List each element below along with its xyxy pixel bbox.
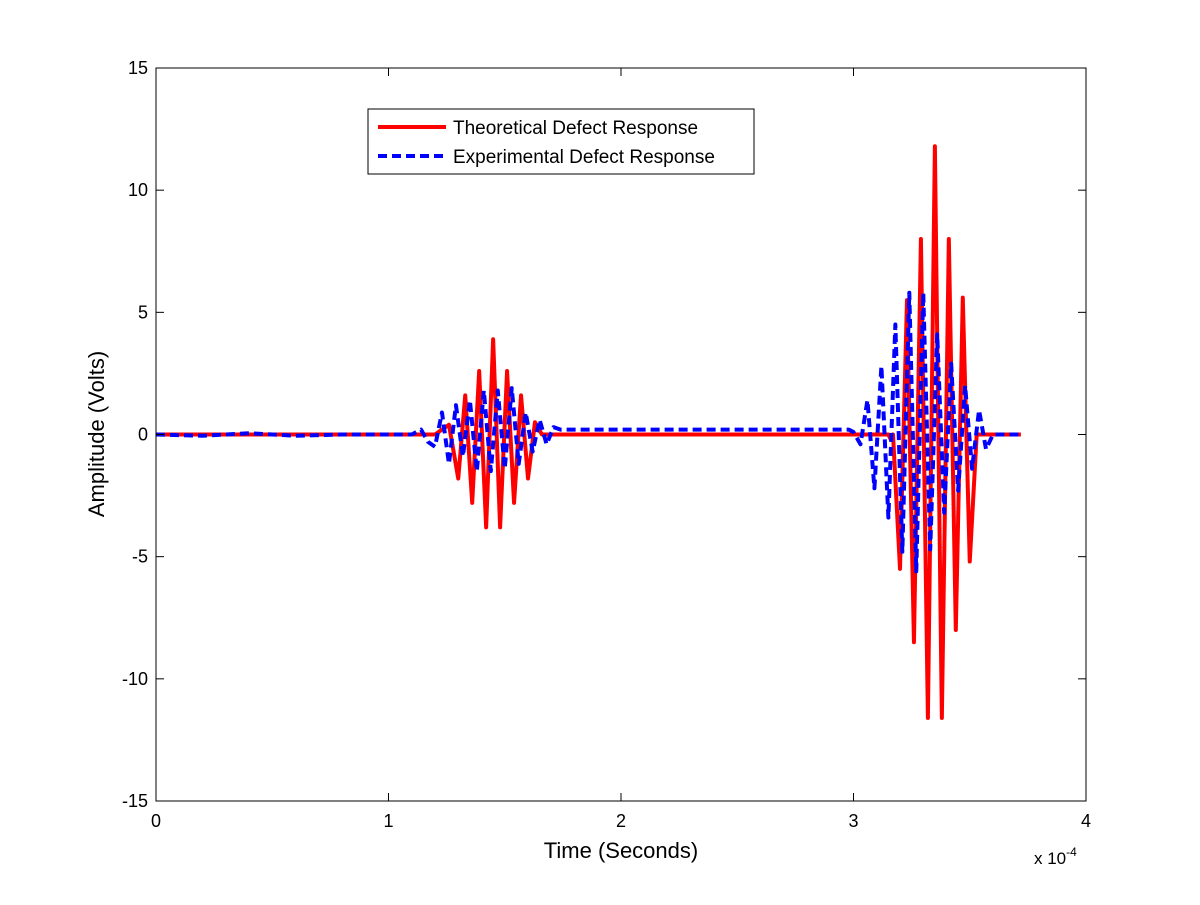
x-axis-scale-note: x 10-4 (1034, 845, 1077, 868)
x-axis-label: Time (Seconds) (544, 838, 698, 863)
legend: Theoretical Defect Response Experimental… (367, 108, 755, 175)
legend-box (367, 108, 755, 175)
y-tick-label: 15 (128, 58, 148, 78)
y-axis-label: Amplitude (Volts) (84, 351, 109, 517)
y-tick-label: -5 (132, 547, 148, 567)
x-axis-scale-base: x 10 (1034, 849, 1066, 868)
y-tick-label: -10 (122, 669, 148, 689)
x-tick-label: 0 (151, 811, 161, 831)
series-line-theoretical (156, 144, 1021, 720)
x-tick-label: 3 (848, 811, 858, 831)
y-tick-label: 5 (138, 302, 148, 322)
y-tick-label: 10 (128, 180, 148, 200)
y-tick-label: 0 (138, 425, 148, 445)
x-tick-label: 4 (1081, 811, 1091, 831)
legend-label-theoretical: Theoretical Defect Response (453, 118, 698, 139)
x-tick-label: 2 (616, 811, 626, 831)
y-tick-label: -15 (122, 791, 148, 811)
x-axis-scale-exponent: -4 (1066, 845, 1077, 859)
x-tick-label: 1 (383, 811, 393, 831)
legend-label-experimental: Experimental Defect Response (453, 147, 715, 168)
series-line-experimental (155, 290, 1021, 574)
